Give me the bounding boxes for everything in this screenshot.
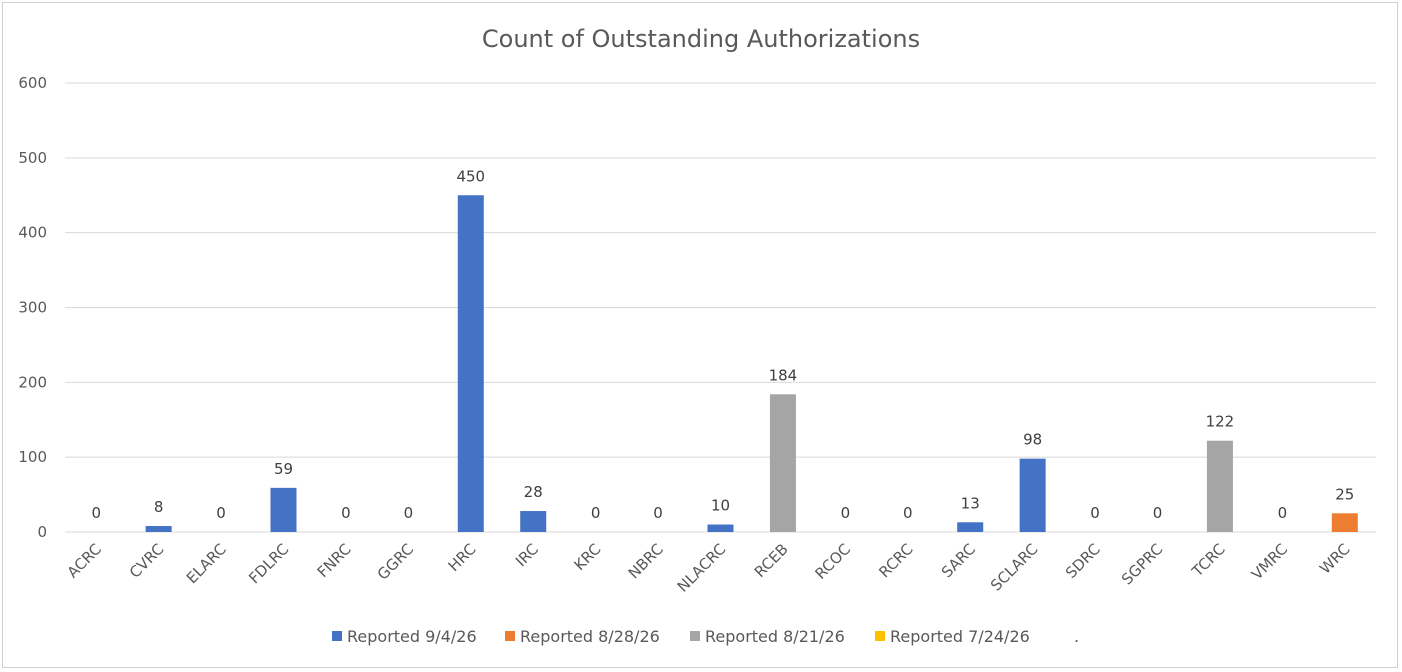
bar-rceb	[769, 394, 796, 532]
data-label-krc: 0	[591, 504, 601, 522]
x-tick-label: NLACRC	[674, 540, 730, 596]
bars	[145, 195, 1358, 532]
data-label-acrc: 0	[91, 504, 101, 522]
x-tick-label: RCEB	[751, 540, 792, 581]
x-tick-label: SDRC	[1062, 540, 1104, 582]
x-tick-label: RCRC	[875, 540, 916, 581]
x-tick-label: SARC	[938, 540, 979, 581]
legend-swatch	[690, 631, 700, 641]
data-label-tcrc: 122	[1206, 413, 1235, 431]
data-label-nlacrc: 10	[711, 497, 730, 515]
data-label-rceb: 184	[769, 366, 798, 384]
x-tick-label: ELARC	[183, 540, 230, 587]
x-tick-label: CVRC	[126, 540, 168, 582]
x-tick-label: TCRC	[1188, 540, 1229, 581]
x-tick-label: IRC	[512, 540, 542, 570]
x-tick-label: HRC	[445, 540, 480, 575]
x-tick-label: GGRC	[374, 540, 417, 583]
x-tick-label: WRC	[1316, 540, 1353, 577]
data-label-sarc: 13	[961, 494, 980, 512]
x-tick-label: SGPRC	[1118, 540, 1166, 588]
data-label-wrc: 25	[1335, 485, 1354, 503]
data-label-irc: 28	[524, 483, 543, 501]
legend-swatch	[875, 631, 885, 641]
bar-hrc	[457, 195, 484, 532]
data-label-fdlrc: 59	[274, 460, 293, 478]
x-tick-label: VMRC	[1248, 540, 1291, 583]
data-label-rcoc: 0	[841, 504, 851, 522]
x-tick-label: FNRC	[314, 540, 355, 581]
y-tick-label: 600	[18, 74, 47, 92]
data-label-fnrc: 0	[341, 504, 351, 522]
bar-sarc	[957, 522, 984, 532]
legend-entry: Reported 8/21/26	[705, 627, 845, 646]
bar-wrc	[1331, 513, 1358, 532]
gridlines	[65, 82, 1376, 533]
x-tick-label: FDLRC	[245, 540, 292, 587]
bar-irc	[520, 511, 547, 532]
legend: Reported 9/4/26 Reported 8/28/26 Reported …	[332, 627, 1079, 646]
y-tick-label: 300	[18, 299, 47, 317]
x-tick-label: NBRC	[625, 540, 667, 582]
data-label-nbrc: 0	[653, 504, 663, 522]
legend-swatch	[332, 631, 342, 641]
data-label-sdrc: 0	[1090, 504, 1100, 522]
data-label-hrc: 450	[456, 167, 485, 185]
x-axis-categories: ACRC CVRC ELARC FDLRC FNRC GGRC HRC IRC KRC NBRC N…	[64, 540, 1354, 596]
data-label-cvrc: 8	[154, 498, 164, 516]
legend-entry: Reported 8/28/26	[520, 627, 660, 646]
data-label-vmrc: 0	[1278, 504, 1288, 522]
legend-entry: Reported 7/24/26	[890, 627, 1030, 646]
x-tick-label: SCLARC	[987, 540, 1042, 595]
data-label-sclarc: 98	[1023, 431, 1042, 449]
data-label-ggrc: 0	[404, 504, 414, 522]
data-label-rcrc: 0	[903, 504, 913, 522]
x-tick-label: ACRC	[64, 540, 105, 581]
data-label-elarc: 0	[216, 504, 226, 522]
legend-trailing-text: .	[1074, 627, 1079, 646]
bar-nlacrc	[707, 524, 734, 532]
bar-sclarc	[1019, 458, 1046, 532]
y-tick-label: 400	[18, 224, 47, 242]
legend-entry: Reported 9/4/26	[347, 627, 477, 646]
y-tick-label: 0	[37, 523, 47, 541]
y-tick-label: 500	[18, 149, 47, 167]
y-tick-label: 100	[18, 448, 47, 466]
y-axis-ticks: 0 100 200 300 400 500 600	[18, 74, 47, 541]
data-labels: 0 8 0 59 0 0 450 28 0 0 10 184 0 0 13 98 0 0 122 0 25	[91, 167, 1354, 522]
bar-tcrc	[1206, 440, 1233, 532]
data-label-sgprc: 0	[1153, 504, 1163, 522]
y-tick-label: 200	[18, 373, 47, 391]
bar-fdlrc	[270, 487, 297, 532]
legend-swatch	[505, 631, 515, 641]
x-tick-label: KRC	[571, 540, 605, 574]
bar-cvrc	[145, 526, 172, 532]
x-tick-label: RCOC	[811, 540, 854, 583]
chart-title: Count of Outstanding Authorizations	[482, 25, 920, 53]
